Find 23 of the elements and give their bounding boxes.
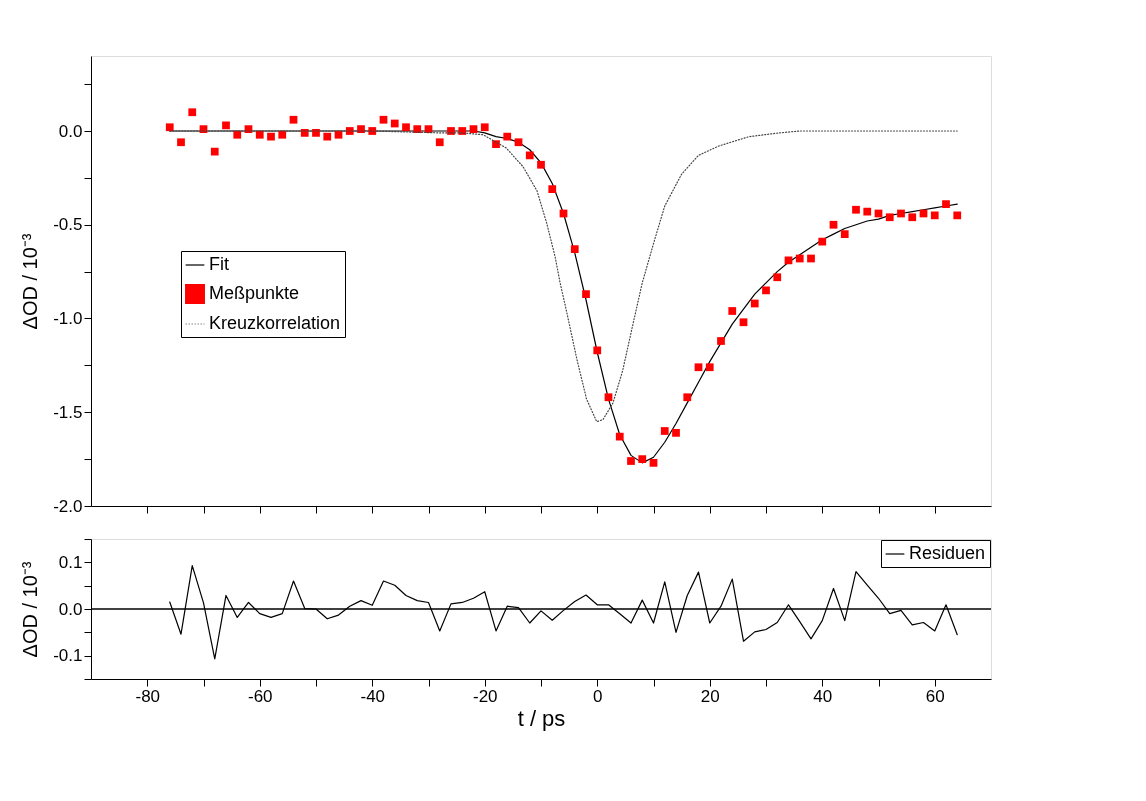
- legend-label: Kreuzkorrelation: [209, 313, 341, 333]
- x-axis-title: t / ps: [517, 705, 566, 731]
- y-tick-label: -1.0: [53, 309, 83, 328]
- legend-label: Fit: [209, 254, 229, 274]
- x-tick-label: -40: [360, 686, 386, 706]
- y-axis-title: ΔOD / 10⁻³: [19, 561, 42, 658]
- y-tick-label: -0.5: [53, 215, 83, 235]
- x-tick-label: -20: [472, 686, 498, 706]
- x-tick-label: -80: [135, 686, 161, 706]
- y-tick-label: 0.0: [58, 121, 83, 141]
- y-tick-label: -2.0: [53, 496, 83, 516]
- y-tick-label: -1.5: [53, 402, 83, 422]
- y-tick-label: 0.0: [58, 599, 83, 619]
- legend-label: Residuen: [909, 543, 986, 563]
- x-tick-label: 0: [593, 686, 603, 706]
- x-tick-label: 20: [700, 686, 720, 706]
- legend-label: Meßpunkte: [209, 283, 300, 303]
- y-tick-label: 0.1: [58, 552, 83, 572]
- x-tick-label: -60: [247, 686, 273, 706]
- y-axis-title: ΔOD / 10⁻³: [19, 233, 42, 330]
- y-tick-label: -0.1: [53, 646, 83, 666]
- x-tick-label: 40: [813, 686, 833, 706]
- x-tick-label: 60: [925, 686, 945, 706]
